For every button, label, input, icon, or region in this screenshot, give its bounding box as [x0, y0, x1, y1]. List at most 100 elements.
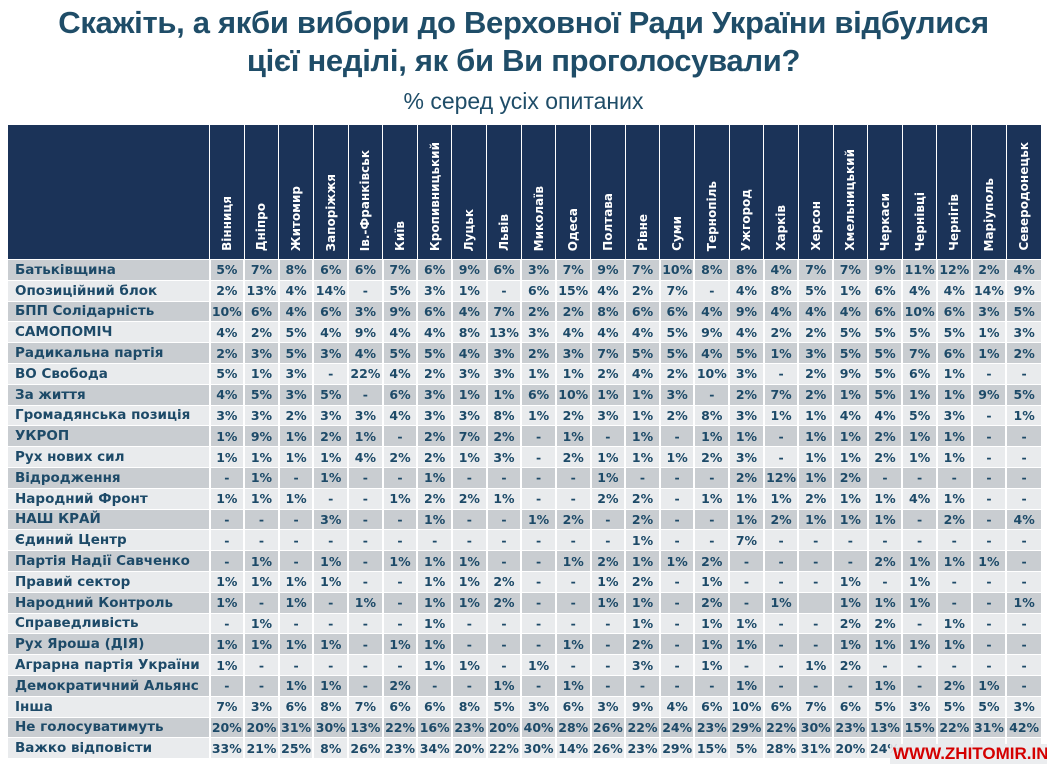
value-cell: 6% [277, 695, 314, 718]
column-header-label: Ів.-Франківськ [358, 149, 373, 251]
value-cell: 20% [832, 737, 868, 759]
value-cell: 2% [589, 362, 626, 385]
value-cell: 1% [624, 529, 660, 551]
value-cell: - [520, 674, 556, 697]
column-header-label: Хмельницький [843, 149, 858, 251]
value-cell: 2% [797, 383, 834, 406]
column-header: Суми [659, 125, 695, 260]
value-cell: 2% [208, 342, 245, 364]
value-cell: - [243, 508, 279, 530]
value-cell: 1% [832, 591, 868, 614]
value-cell: - [485, 612, 522, 634]
value-cell: 13% [866, 716, 903, 738]
value-cell: 1% [347, 425, 383, 447]
value-cell: 1% [312, 570, 349, 593]
value-cell: - [658, 487, 695, 510]
column-header-label: Тернопіль [704, 180, 719, 251]
value-cell: - [520, 570, 556, 593]
value-cell: 1% [762, 342, 799, 364]
value-cell: 2% [520, 300, 556, 322]
table-row: ВО Свобода 5% 1% 3% -22% 4% 2% 3% 3% 1% 1% 2% 4% 2% 10… [8, 362, 1041, 385]
value-cell: - [970, 425, 1007, 447]
value-cell: 1% [901, 550, 937, 572]
value-cell: 1% [1005, 591, 1041, 614]
value-cell: 6% [416, 300, 452, 322]
value-cell: 1% [520, 362, 556, 385]
value-cell: - [520, 529, 556, 551]
table-row: УКРОП 1% 9% 1% 2% 1% -2% 7% 2% -1% -1% -1% 1% -1% 1% 2%… [8, 425, 1041, 447]
value-cell: - [589, 654, 626, 676]
value-cell: 1% [312, 674, 349, 697]
value-cell: - [693, 508, 730, 530]
value-cell: 1% [485, 487, 522, 510]
party-label: Партія Надії Савченко [8, 550, 210, 572]
column-header: Рівне [624, 125, 660, 260]
value-cell: 6% [520, 383, 556, 406]
value-cell: 20% [485, 716, 522, 738]
value-cell: 2% [381, 446, 418, 468]
value-cell: - [1005, 446, 1041, 468]
value-cell: 2% [1005, 342, 1041, 364]
table-row: Народний Контроль 1% -1% -1% -1% 1% 2% - -1% 1% -2… [8, 591, 1041, 614]
value-cell: - [728, 654, 764, 676]
value-cell: 1% [832, 425, 868, 447]
value-cell: 6% [347, 259, 383, 281]
value-cell: - [312, 487, 349, 510]
value-cell: 4% [381, 362, 418, 385]
party-label: Справедливість [8, 612, 210, 634]
value-cell: 2% [935, 508, 972, 530]
value-cell: 2% [832, 654, 868, 676]
column-header: Кропивницький [416, 125, 452, 260]
value-cell: 1% [935, 487, 972, 510]
table-row: Батьківщина 5% 7% 8% 6% 6% 7% 6% 9% 6% 3% 7% 9% 7% 10%… [8, 259, 1041, 281]
value-cell: 14% [312, 279, 349, 302]
party-label: Радикальна партія [8, 342, 210, 364]
value-cell: 7% [728, 529, 764, 551]
column-header-label: Суми [670, 216, 685, 251]
value-cell: 3% [277, 362, 314, 385]
value-cell: 1% [554, 425, 591, 447]
value-cell: - [520, 446, 556, 468]
value-cell: 3% [970, 300, 1007, 322]
value-cell: 9% [832, 362, 868, 385]
value-cell: 10% [208, 300, 245, 322]
value-cell: 2% [658, 362, 695, 385]
value-cell: 3% [520, 321, 556, 343]
value-cell: 5% [277, 321, 314, 343]
value-cell: 9% [450, 259, 487, 281]
value-cell: - [485, 466, 522, 489]
value-cell: 1% [693, 487, 730, 510]
column-header-label: Ужгород [739, 188, 754, 251]
value-cell: 1% [208, 487, 245, 510]
value-cell: 3% [485, 342, 522, 364]
value-cell: - [520, 425, 556, 447]
value-cell: 42% [1005, 716, 1041, 738]
value-cell: 1% [728, 633, 764, 655]
value-cell: 6% [624, 300, 660, 322]
column-header-label: Одеса [566, 207, 581, 251]
value-cell: 7% [485, 300, 522, 322]
table-row: Відродження -1% -1% - -1% - - - -1% - - -2% 12% 1% 2% -… [8, 466, 1041, 489]
value-cell: - [520, 591, 556, 614]
column-header-label: Луцьк [462, 208, 477, 251]
value-cell: 4% [658, 695, 695, 718]
value-cell: - [554, 612, 591, 634]
value-cell: - [693, 466, 730, 489]
value-cell: 9% [381, 300, 418, 322]
value-cell: - [1005, 550, 1041, 572]
value-cell: - [347, 550, 383, 572]
value-cell: - [866, 466, 903, 489]
value-cell: - [589, 674, 626, 697]
value-cell: 3% [416, 279, 452, 302]
value-cell: - [832, 674, 868, 697]
value-cell: - [728, 550, 764, 572]
value-cell: 7% [589, 342, 626, 364]
party-label: Опозиційний блок [8, 279, 210, 302]
value-cell: 6% [866, 279, 903, 302]
value-cell: 2% [762, 508, 799, 530]
value-cell: - [901, 654, 937, 676]
party-label: Важко відповісти [8, 737, 210, 759]
value-cell: - [1005, 633, 1041, 655]
value-cell: 8% [450, 695, 487, 718]
value-cell: 4% [901, 279, 937, 302]
